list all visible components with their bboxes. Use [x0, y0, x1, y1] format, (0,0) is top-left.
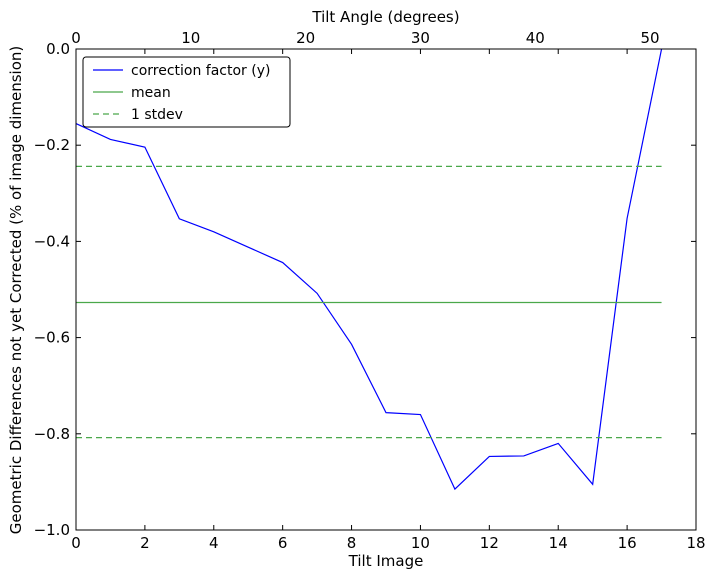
y-tick-label: −0.4: [34, 232, 70, 250]
top-tick-label: 0: [71, 29, 81, 47]
y-tick-label: −1.0: [34, 521, 70, 539]
ticks-group: 0 2 4 6 8 10 12 14 16 18 0 10 20 30 40 50 0.0 −0.2 −0.4 −0.…: [34, 29, 706, 552]
series-group: [75, 48, 663, 491]
y-tick-label: −0.8: [34, 425, 70, 443]
x-tick-label: 16: [618, 534, 637, 552]
x-tick-label: 12: [480, 534, 499, 552]
x-tick-label: 14: [549, 534, 568, 552]
x-tick-label: 6: [278, 534, 288, 552]
legend: correction factor (y) mean 1 stdev: [82, 56, 291, 128]
top-axis-label: Tilt Angle (degrees): [311, 8, 459, 26]
x-tick-label: 2: [140, 534, 150, 552]
x-tick-label: 4: [209, 534, 219, 552]
y-tick-label: −0.2: [34, 136, 70, 154]
x-tick-label: 8: [347, 534, 357, 552]
series-line-correction-factor-y: [75, 48, 663, 491]
legend-label: mean: [131, 85, 171, 101]
y-tick-label: 0.0: [46, 40, 70, 58]
x-tick-label: 0: [71, 534, 81, 552]
x-axis-label: Tilt Image: [348, 552, 424, 570]
y-tick-label: −0.6: [34, 329, 70, 347]
top-tick-label: 10: [181, 29, 200, 47]
x-tick-label: 10: [411, 534, 430, 552]
top-tick-label: 30: [411, 29, 430, 47]
top-tick-label: 40: [526, 29, 545, 47]
y-axis-label: Geometric Differences not yet Corrected …: [7, 46, 25, 535]
legend-box: [82, 56, 291, 128]
top-tick-label: 20: [296, 29, 315, 47]
legend-label: correction factor (y): [131, 63, 270, 79]
x-tick-label: 18: [686, 534, 705, 552]
plot-frame: [75, 48, 697, 531]
legend-label: 1 stdev: [131, 107, 183, 123]
top-tick-label: 50: [641, 29, 660, 47]
